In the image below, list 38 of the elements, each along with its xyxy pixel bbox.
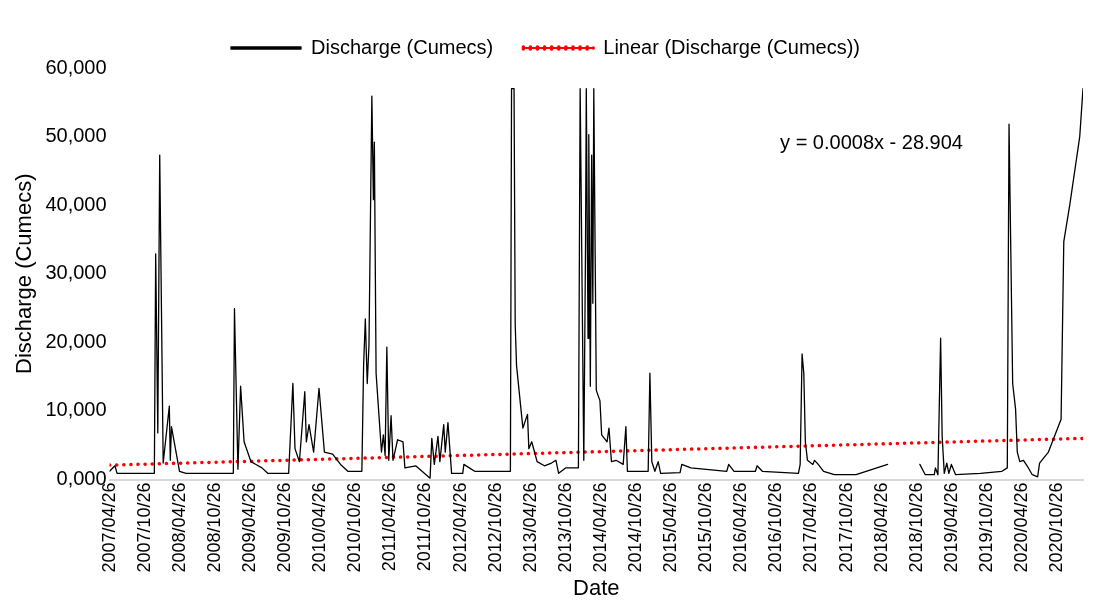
x-tick-label: 2010/10/26 (344, 482, 365, 573)
x-tick-label: 2012/04/26 (449, 482, 470, 573)
x-tick-label: 2007/10/26 (133, 482, 154, 573)
x-tick-label: 2017/04/26 (800, 482, 821, 573)
x-tick-label: 2019/10/26 (975, 482, 996, 573)
x-tick-label: 2013/10/26 (554, 482, 575, 573)
x-tick-label: 2014/10/26 (625, 482, 646, 573)
x-axis-title: Date (573, 574, 620, 600)
x-tick-label: 2018/10/26 (905, 482, 926, 573)
x-tick-label: 2011/04/26 (379, 482, 400, 572)
x-tick-label: 2019/04/26 (940, 482, 961, 573)
x-tick-label: 2013/04/26 (519, 482, 540, 573)
x-tick-label: 2008/10/26 (204, 482, 225, 573)
x-tick-label: 2012/10/26 (484, 482, 505, 573)
x-tick-label: 2018/04/26 (870, 482, 891, 573)
y-tick-label: 10,000 (45, 398, 107, 421)
y-axis-title: Discharge (Cumecs) (11, 173, 37, 375)
legend-label: Linear (Discharge (Cumecs)) (603, 35, 861, 58)
x-tick-label: 2011/10/26 (414, 482, 435, 572)
x-tick-label: 2008/04/26 (168, 482, 189, 573)
x-tick-label: 2015/04/26 (660, 482, 680, 573)
x-tick-label: 2010/04/26 (309, 482, 330, 573)
x-tick-label: 2020/04/26 (1011, 482, 1032, 573)
x-tick-label: 2016/10/26 (765, 482, 786, 573)
x-tick-label: 2009/10/26 (274, 482, 295, 573)
x-tick-label: 2020/10/26 (1046, 482, 1067, 573)
y-tick-label: 60,000 (45, 55, 107, 78)
legend-label: Discharge (Cumecs) (311, 35, 494, 58)
y-tick-label: 40,000 (45, 192, 107, 215)
annotation: y = 0.0008x - 28.904 (780, 130, 963, 153)
x-tick-label: 2014/04/26 (589, 482, 610, 573)
x-tick-label: 2015/10/26 (695, 482, 716, 573)
y-tick-label: 30,000 (45, 261, 107, 284)
x-tick-label: 2009/04/26 (239, 482, 259, 573)
x-tick-label: 2017/10/26 (835, 482, 856, 573)
y-tick-label: 50,000 (45, 124, 107, 147)
y-tick-label: 20,000 (45, 329, 107, 352)
x-tick-label: 2016/04/26 (730, 482, 751, 573)
